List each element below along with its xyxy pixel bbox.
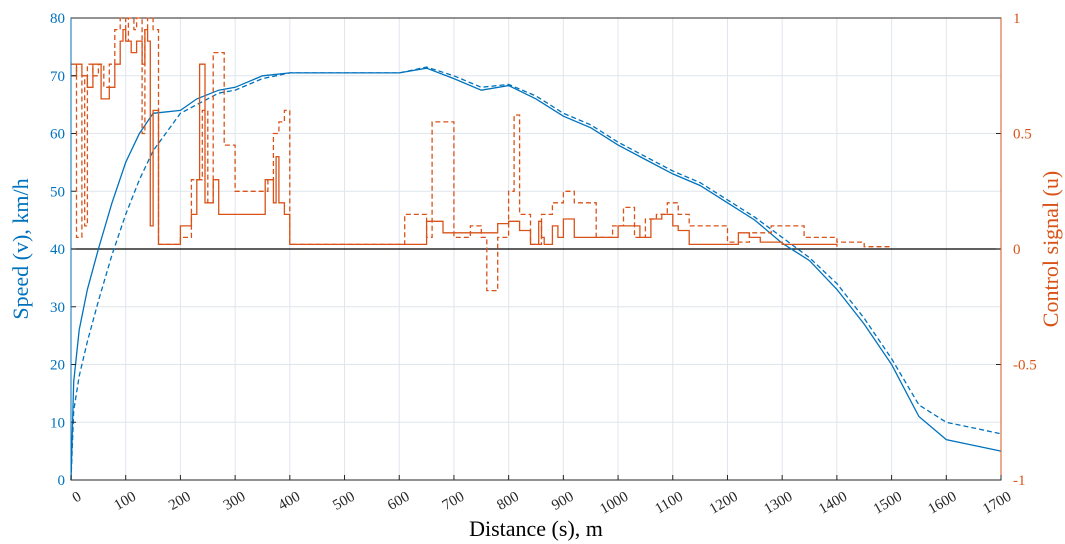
x-tick-label: 1700 [980,489,1014,518]
left-tick-label: 0 [58,473,66,489]
x-tick-label: 1000 [597,489,631,518]
x-tick-label: 700 [440,489,467,514]
left-tick-label: 40 [50,242,65,258]
control-series-dashed [71,18,892,291]
x-tick-label: 1500 [871,489,905,518]
x-tick-label: 1400 [816,489,850,518]
right-tick-label: -1 [1013,473,1026,489]
left-tick-label: 60 [50,127,65,143]
left-tick-label: 30 [50,300,65,316]
left-axis-title: Speed (v), km/h [8,178,33,319]
left-tick-label: 20 [50,358,65,374]
x-tick-label: 1200 [707,489,741,518]
x-tick-label: 200 [166,489,193,514]
x-tick-label: 500 [330,489,357,514]
x-tick-label: 0 [70,489,84,507]
x-tick-label: 1100 [653,489,687,518]
x-tick-label: 900 [549,489,576,514]
right-tick-label: -0.5 [1013,358,1037,374]
right-tick-label: 0 [1013,242,1021,258]
left-tick-label: 10 [50,415,65,431]
x-axis-title: Distance (s), m [469,516,603,541]
right-axis: -1 -0.5 0 0.5 1 [996,11,1037,489]
left-tick-label: 70 [50,69,65,85]
speed-series-solid [71,68,1001,480]
x-axis: 0 100 200 300 400 500 600 700 800 900 1000 1100 1200… [70,475,1014,518]
x-tick-label: 1300 [761,489,795,518]
right-axis-title: Control signal (u) [1038,171,1063,327]
right-tick-label: 0.5 [1013,127,1032,143]
left-tick-label: 50 [50,184,65,200]
x-tick-label: 1600 [926,489,960,518]
x-tick-label: 100 [111,489,138,514]
x-tick-label: 800 [494,489,521,514]
right-tick-label: 1 [1013,11,1021,27]
x-tick-label: 600 [385,489,412,514]
x-tick-label: 300 [221,489,248,514]
speed-series-dashed [71,67,1001,480]
x-tick-label: 400 [276,489,303,514]
left-tick-label: 80 [50,11,65,27]
